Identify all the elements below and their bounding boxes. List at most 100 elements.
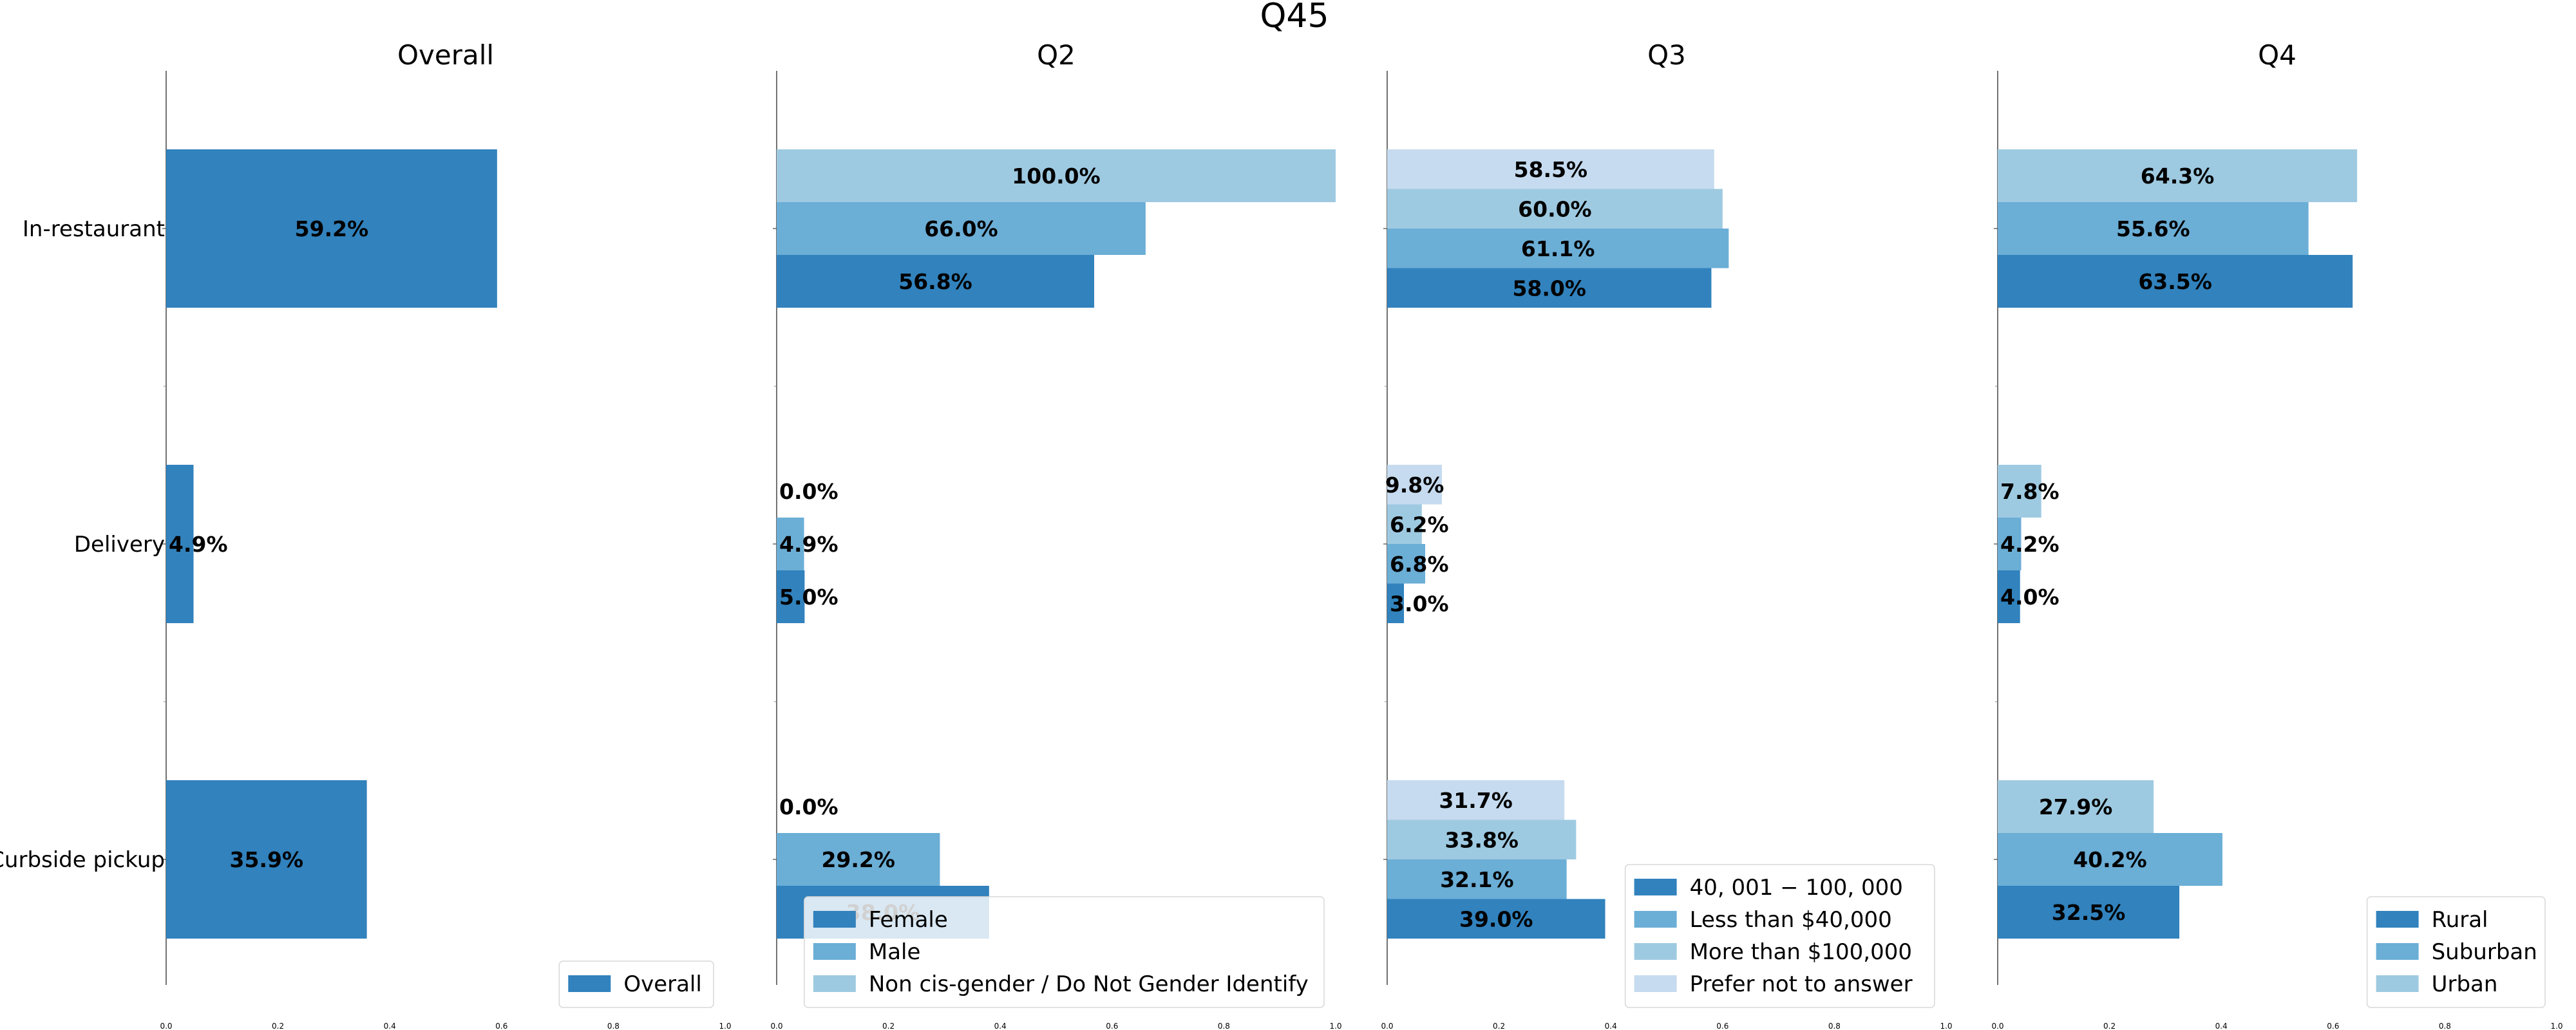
legend-label: Overall bbox=[623, 971, 702, 997]
x-tick-label: 0.8 bbox=[1218, 1022, 1230, 1030]
bar bbox=[1998, 465, 2041, 518]
data-label: 63.5% bbox=[2138, 269, 2212, 294]
legend-label: Female bbox=[869, 907, 948, 933]
panel-q3: Q3 58.0% 3.0% 39.0% 61.1% 6.8% 32.1% 60.0% 6.2% 3… bbox=[1381, 39, 1952, 1030]
category-label: In-restaurant bbox=[23, 216, 165, 242]
legend-label: Non cis-gender / Do Not Gender Identify bbox=[869, 971, 1309, 997]
data-label: 0.0% bbox=[779, 479, 838, 504]
bar bbox=[1998, 255, 2353, 308]
legend: 40, 001 − 100, 000 Less than $40,000 More … bbox=[1624, 864, 1935, 1008]
bar bbox=[777, 149, 1336, 202]
x-tick-label: 0.0 bbox=[1381, 1022, 1393, 1030]
x-tick-label: 1.0 bbox=[719, 1022, 731, 1030]
bar bbox=[1998, 570, 2020, 623]
panel-overall: Overall In-restaurant Delivery Curbside pic… bbox=[0, 39, 732, 1030]
data-label: 39.0% bbox=[1459, 906, 1533, 932]
panel-title: Q3 bbox=[1647, 39, 1686, 71]
x-tick-label: 0.2 bbox=[272, 1022, 284, 1030]
legend: Rural Suburban Urban bbox=[2366, 896, 2546, 1008]
bar bbox=[1387, 149, 1714, 189]
legend-label: Prefer not to answer bbox=[1690, 971, 1913, 997]
legend-swatch bbox=[2376, 911, 2419, 928]
data-label: 4.9% bbox=[169, 532, 228, 557]
x-tick-label: 0.2 bbox=[1493, 1022, 1505, 1030]
data-label: 5.0% bbox=[779, 585, 838, 610]
x-tick-label: 1.0 bbox=[1940, 1022, 1952, 1030]
bar bbox=[1387, 583, 1405, 623]
bar bbox=[1387, 229, 1729, 268]
category-label: Delivery bbox=[74, 532, 165, 557]
x-tick-label: 1.0 bbox=[2550, 1022, 2562, 1030]
x-tick-label: 0.6 bbox=[1716, 1022, 1728, 1030]
x-tick-label: 0.4 bbox=[2215, 1022, 2228, 1030]
legend-frame bbox=[1624, 864, 1935, 1008]
legend-swatch bbox=[813, 943, 856, 960]
bar bbox=[166, 149, 497, 308]
data-label: 40.2% bbox=[2073, 847, 2147, 872]
legend-swatch bbox=[568, 975, 611, 992]
data-label: 61.1% bbox=[1521, 236, 1595, 261]
legend: Overall bbox=[558, 960, 714, 1008]
data-label: 4.9% bbox=[779, 532, 838, 557]
data-label: 59.2% bbox=[295, 216, 369, 241]
data-label: 60.0% bbox=[1518, 196, 1592, 221]
bar bbox=[777, 570, 805, 623]
data-label: 32.1% bbox=[1440, 867, 1514, 892]
x-tick-label: 0.2 bbox=[2103, 1022, 2116, 1030]
bar bbox=[1998, 780, 2154, 833]
bar bbox=[1998, 518, 2022, 570]
x-tick-label: 0.6 bbox=[2327, 1022, 2339, 1030]
x-tick-label: 0.2 bbox=[882, 1022, 895, 1030]
bar bbox=[166, 780, 367, 939]
data-label: 100.0% bbox=[1012, 164, 1100, 189]
legend-swatch bbox=[1634, 911, 1677, 928]
data-label: 33.8% bbox=[1444, 827, 1519, 852]
bar bbox=[777, 202, 1146, 255]
data-label: 7.8% bbox=[2000, 479, 2060, 504]
data-label: 4.2% bbox=[2000, 532, 2060, 557]
bar bbox=[1387, 189, 1723, 229]
data-label: 9.8% bbox=[1385, 473, 1444, 498]
bar bbox=[1387, 504, 1422, 544]
figure-title: Q45 bbox=[1260, 0, 1329, 35]
bar bbox=[1387, 899, 1605, 939]
data-label: 58.0% bbox=[1512, 276, 1586, 301]
legend-swatch bbox=[813, 975, 856, 992]
legend-label: Rural bbox=[2432, 907, 2488, 933]
x-tick-label: 1.0 bbox=[1329, 1022, 1341, 1030]
data-label: 56.8% bbox=[898, 269, 972, 294]
panel-q2: Q256.8%5.0%38.0%66.0%4.9%29.2%100.0%0.0%… bbox=[770, 39, 1341, 1030]
bar bbox=[1998, 149, 2358, 202]
data-label: 6.8% bbox=[1390, 552, 1449, 577]
legend-swatch bbox=[1634, 975, 1677, 992]
x-tick-label: 0.0 bbox=[1991, 1022, 2003, 1030]
data-label: 3.0% bbox=[1390, 591, 1449, 616]
legend-frame bbox=[804, 896, 1325, 1008]
x-tick-label: 0.6 bbox=[495, 1022, 507, 1030]
x-tick-label: 0.4 bbox=[384, 1022, 396, 1030]
x-tick-label: 0.8 bbox=[1828, 1022, 1841, 1030]
panel-q4: Q4 63.5% 4.0% 32.5% 55.6% 4.2% 40.2% 64.3% 7.8% 2… bbox=[1991, 39, 2562, 1030]
data-label: 32.5% bbox=[2052, 900, 2126, 925]
data-label: 35.9% bbox=[230, 847, 304, 872]
bar bbox=[777, 518, 804, 570]
x-tick-label: 0.4 bbox=[1605, 1022, 1617, 1030]
data-label: 0.0% bbox=[779, 794, 838, 819]
legend-swatch bbox=[1634, 879, 1677, 895]
x-tick-label: 0.8 bbox=[2439, 1022, 2451, 1030]
bar bbox=[1998, 833, 2222, 886]
x-tick-label: 0.8 bbox=[607, 1022, 620, 1030]
data-label: 58.5% bbox=[1514, 157, 1588, 182]
bar bbox=[1387, 465, 1443, 505]
legend-swatch bbox=[2376, 975, 2419, 992]
bar bbox=[1998, 886, 2180, 939]
bar bbox=[777, 255, 1095, 308]
legend-label: Male bbox=[869, 939, 921, 965]
bar bbox=[1387, 268, 1712, 308]
data-label: 4.0% bbox=[2000, 585, 2060, 610]
legend-frame bbox=[558, 960, 714, 1008]
legend-swatch bbox=[1634, 943, 1677, 960]
category-label: Curbside pickup bbox=[0, 847, 165, 873]
legend-label: Suburban bbox=[2432, 939, 2537, 965]
